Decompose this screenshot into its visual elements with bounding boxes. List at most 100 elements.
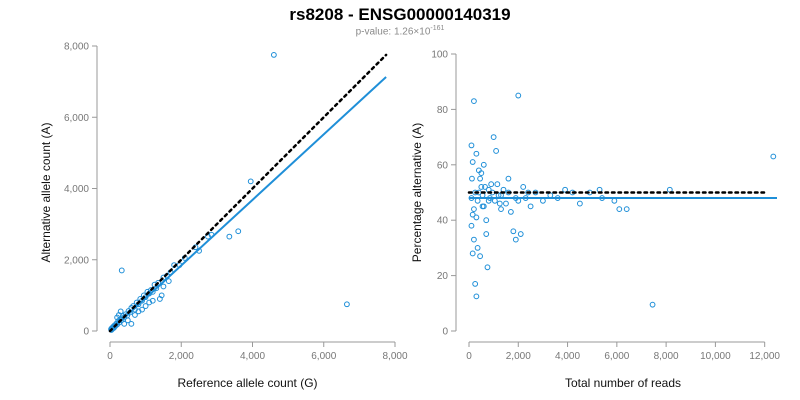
data-point	[498, 206, 504, 213]
data-point	[473, 293, 480, 300]
data-point	[517, 231, 524, 237]
data-point	[469, 159, 476, 165]
data-point	[488, 181, 495, 188]
y-axis-label: Percentage alternative (A)	[410, 123, 424, 262]
x-tick-label: 4,000	[240, 351, 265, 362]
data-point	[468, 142, 475, 149]
data-point	[474, 245, 481, 251]
data-point	[770, 153, 777, 160]
x-tick-label: 2,000	[506, 351, 531, 362]
data-point	[493, 148, 500, 154]
data-point	[611, 197, 618, 204]
data-point	[344, 301, 350, 308]
data-point	[471, 206, 477, 213]
x-tick-label: 12,000	[749, 351, 780, 362]
data-point	[503, 200, 509, 207]
data-point	[124, 317, 131, 324]
data-point	[142, 303, 149, 309]
x-tick-label: 10,000	[700, 351, 731, 362]
data-point	[477, 253, 483, 260]
data-point	[135, 308, 142, 315]
y-tick-label: 0	[442, 327, 448, 338]
y-axis-label: Alternative allele count (A)	[39, 122, 53, 262]
data-point	[510, 228, 517, 235]
data-point	[562, 186, 568, 193]
y-tick-label: 4,000	[64, 184, 89, 195]
data-point	[270, 52, 277, 58]
plot-panel-left: 0 2,000 4,000 6,000 8,000 0 2,000 4,000 6,000 8,0…	[39, 42, 408, 391]
data-point	[512, 236, 519, 243]
y-tick-label: 0	[83, 327, 89, 338]
y-tick-label: 60	[437, 160, 449, 171]
data-point	[469, 250, 476, 257]
data-point	[114, 314, 121, 321]
chart-title: rs8208 - ENSG00000140319	[289, 5, 511, 24]
data-point	[479, 203, 486, 210]
p-value-exponent: -161	[430, 25, 445, 32]
data-point	[480, 161, 487, 168]
x-axis-label: Total number of reads	[565, 376, 681, 390]
data-point	[468, 222, 475, 229]
data-point	[469, 175, 475, 182]
data-point	[472, 281, 479, 287]
data-point	[507, 208, 514, 215]
data-point	[478, 170, 485, 177]
reference-line	[108, 53, 388, 333]
data-point	[473, 150, 480, 157]
data-point	[128, 320, 135, 327]
data-point	[515, 92, 522, 99]
data-point	[649, 301, 656, 308]
data-point	[474, 197, 481, 204]
x-tick-label: 2,000	[169, 351, 194, 362]
y-tick-label: 40	[437, 216, 449, 227]
data-point	[118, 267, 125, 274]
y-tick-label: 2,000	[64, 255, 89, 266]
data-point	[165, 278, 172, 285]
data-point	[623, 206, 630, 213]
y-tick-label: 6,000	[64, 113, 89, 124]
data-point	[540, 197, 546, 204]
data-point	[160, 283, 167, 290]
plot-panel-right: 0 2,000 4,000 6,000 8,000 10,000 12,000 0 20 40 60…	[410, 50, 780, 391]
data-point	[121, 320, 128, 327]
data-point	[471, 236, 477, 243]
data-point	[491, 197, 498, 204]
data-point	[247, 178, 254, 185]
data-point	[496, 200, 503, 207]
p-value-text: p-value: 1.26×10	[355, 26, 431, 38]
y-tick-label: 20	[437, 271, 449, 282]
data-point	[473, 214, 480, 221]
y-tick-label: 100	[431, 50, 448, 61]
data-point	[469, 211, 476, 218]
data-point	[576, 200, 583, 207]
data-point	[160, 274, 167, 281]
fit-line	[109, 76, 387, 332]
x-tick-label: 6,000	[604, 351, 629, 362]
y-tick-label: 8,000	[64, 42, 89, 53]
data-point	[484, 264, 491, 271]
data-point	[616, 206, 623, 213]
data-point	[226, 233, 233, 240]
data-point	[483, 217, 490, 224]
data-point	[482, 184, 488, 190]
data-point	[527, 203, 534, 210]
x-tick-label: 0	[466, 351, 472, 362]
x-tick-label: 0	[107, 351, 113, 362]
data-point	[149, 297, 156, 304]
x-tick-label: 6,000	[311, 351, 336, 362]
y-tick-label: 80	[437, 105, 449, 116]
x-axis-label: Reference allele count (G)	[177, 376, 317, 390]
data-point	[477, 175, 483, 182]
data-point	[490, 134, 497, 141]
data-point	[505, 175, 512, 182]
data-point	[132, 312, 138, 318]
data-point	[483, 231, 490, 237]
data-point	[156, 296, 163, 302]
chart-subtitle: p-value: 1.26×10-161	[0, 25, 800, 37]
x-tick-label: 4,000	[555, 351, 580, 362]
data-point	[494, 181, 501, 188]
data-point	[478, 184, 485, 190]
x-tick-label: 8,000	[654, 351, 679, 362]
